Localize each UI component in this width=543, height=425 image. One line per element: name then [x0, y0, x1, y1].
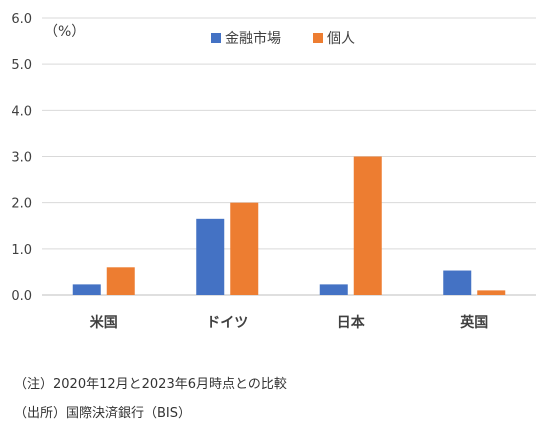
y-tick-label: 2.0 [11, 197, 32, 212]
y-tick-label: 0.0 [11, 289, 32, 304]
source-note: （出所）国際決済銀行（BIS） [14, 406, 192, 421]
footnote: （注）2020年12月と2023年6月時点との比較 [14, 377, 287, 392]
bar [106, 267, 135, 295]
x-tick-label: ドイツ [206, 315, 248, 331]
legend-label: 個人 [327, 31, 355, 47]
x-tick-label: 米国 [90, 314, 118, 331]
legend-swatch [211, 33, 221, 43]
y-tick-label: 5.0 [11, 58, 32, 73]
legend: 金融市場 個人 [211, 30, 355, 47]
bar [353, 156, 382, 295]
x-axis-labels: 米国 ドイツ 日本 英国 [90, 314, 489, 331]
bar [477, 290, 506, 295]
bar [230, 202, 259, 295]
y-tick-label: 3.0 [11, 151, 32, 166]
bars [72, 156, 506, 295]
y-axis-unit-label: （%） [44, 24, 85, 40]
y-axis-ticks: 0.0 1.0 2.0 3.0 4.0 5.0 6.0 [11, 12, 32, 304]
gridlines [42, 17, 536, 296]
bar [196, 218, 225, 295]
legend-swatch [313, 33, 323, 43]
y-tick-label: 1.0 [11, 243, 32, 258]
x-tick-label: 日本 [337, 314, 366, 331]
y-tick-label: 6.0 [11, 12, 32, 27]
bar [443, 270, 472, 295]
legend-label: 金融市場 [225, 30, 281, 47]
y-tick-label: 4.0 [11, 104, 32, 119]
bar [319, 284, 348, 295]
bar-chart: 0.0 1.0 2.0 3.0 4.0 5.0 6.0 （%） 金融市場 個人 米国 ドイツ 日本… [11, 12, 536, 331]
x-tick-label: 英国 [459, 314, 488, 331]
bar [72, 284, 101, 295]
